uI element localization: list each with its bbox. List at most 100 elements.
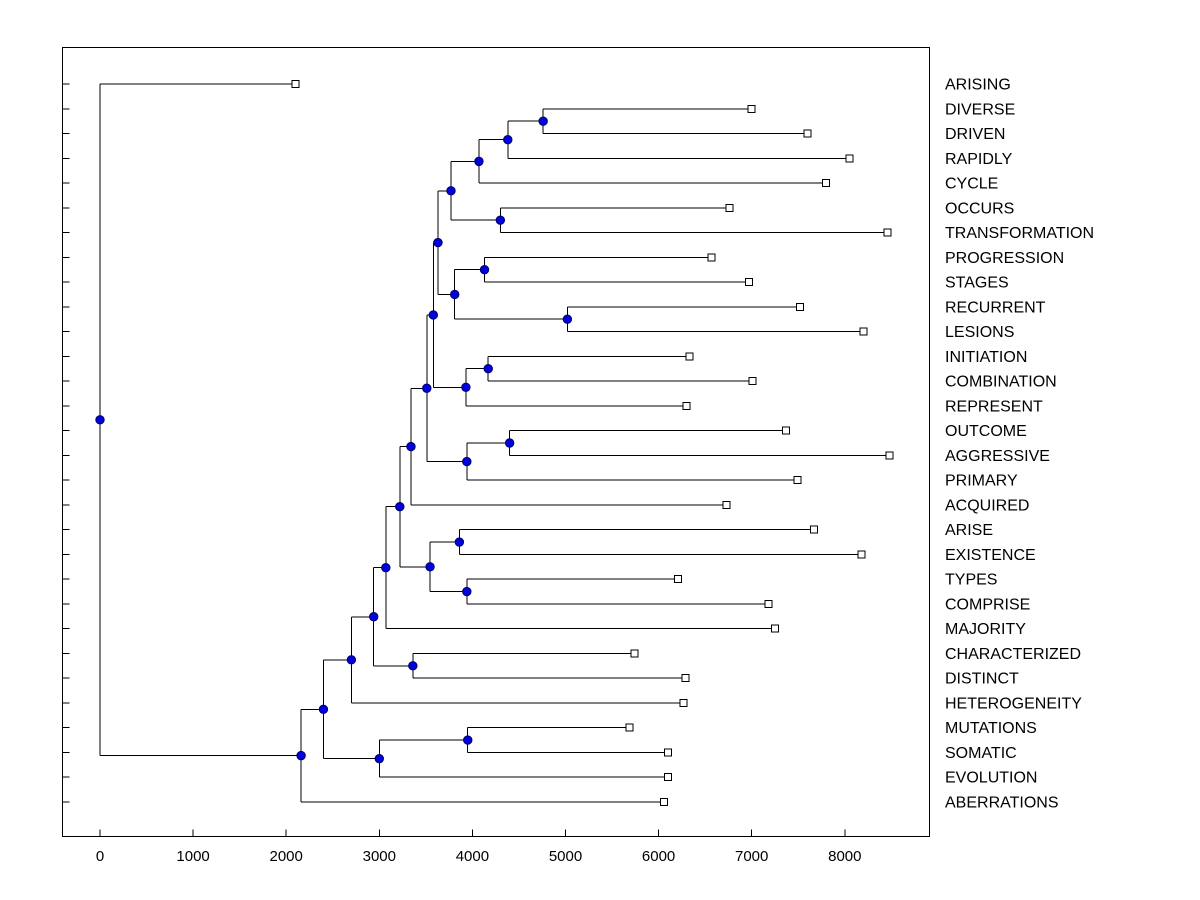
leaf-label: ARISE [945,522,993,539]
x-tick-label: 2000 [270,848,303,865]
x-tick-label: 1000 [176,848,209,865]
internal-node-dot [406,441,416,452]
leaf-tip-square [748,377,757,386]
internal-node-dot [425,562,435,572]
internal-node-dot [408,661,418,671]
leaf-label: PROGRESSION [945,250,1064,267]
leaf-label: STAGES [945,275,1009,292]
leaf-tip-square [663,748,672,757]
internal-node-dot [369,612,379,622]
internal-node-dot [381,562,391,573]
leaf-label: LESIONS [945,324,1014,341]
internal-node-dot [474,156,484,167]
leaf-label: ABERRATIONS [945,794,1059,811]
internal-node-dot [433,237,443,248]
leaf-tip-square [810,525,819,534]
leaf-tip-square [885,451,894,460]
internal-node-dot [296,750,306,761]
leaf-label: TRANSFORMATION [945,225,1094,242]
internal-node-dot [483,364,493,374]
leaf-tip-square [764,599,773,608]
x-tick-label: 6000 [642,848,675,865]
leaf-tip-square [782,426,791,435]
leaf-label: TYPES [945,572,997,589]
axis-box [62,47,930,837]
leaf-label: ARISING [945,77,1011,94]
leaf-label: DRIVEN [945,126,1005,143]
leaf-tip-square [883,228,892,237]
leaf-tip-square [663,773,672,782]
leaf-label: ACQUIRED [945,497,1029,514]
internal-node-dot [504,438,515,448]
x-tick-label: 8000 [828,848,861,865]
leaf-tip-square [859,327,868,336]
leaf-label: CHARACTERIZED [945,646,1081,663]
internal-node-dot [395,501,405,512]
leaf-tip-square [660,797,669,806]
internal-node-dot [461,382,471,392]
leaf-label: AGGRESSIVE [945,448,1050,465]
leaf-label: EXISTENCE [945,547,1036,564]
internal-node-dot [503,135,513,145]
leaf-tip-square [707,253,716,262]
internal-node-dot [495,215,506,225]
leaf-tip-square [822,179,831,188]
leaf-label: SOMATIC [945,745,1017,762]
internal-node-dot [462,456,472,467]
leaf-tip-square [291,80,300,88]
leaf-tip-square [725,203,734,212]
leaf-label: DISTINCT [945,671,1019,688]
leaf-tip-square [793,476,802,485]
leaf-label: DIVERSE [945,101,1015,118]
leaf-label: RAPIDLY [945,151,1013,168]
leaf-tip-square [682,401,691,410]
leaf-label: OCCURS [945,200,1014,217]
x-tick-label: 0 [96,848,104,865]
leaf-label: MAJORITY [945,621,1026,638]
internal-node-dot [454,537,465,547]
x-tick-label: 5000 [549,848,582,865]
leaf-tip-square [770,624,779,633]
internal-node-dot [538,116,548,126]
leaf-tip-square [681,674,690,683]
leaf-label: HETEROGENEITY [945,695,1082,712]
leaf-label: COMPRISE [945,596,1030,613]
internal-node-dot [318,704,329,714]
x-tick-label: 4000 [456,848,489,865]
x-tick-label: 7000 [735,848,768,865]
internal-node-dot [422,383,432,393]
x-tick-label: 3000 [363,848,396,865]
leaf-tip-square [630,649,639,658]
leaf-tip-square [747,104,756,113]
leaf-tip-square [722,500,731,509]
internal-node-dot [462,586,472,597]
leaf-tip-square [796,302,805,311]
leaf-label: RECURRENT [945,299,1046,316]
leaf-label: COMBINATION [945,374,1057,391]
internal-node-dot [463,735,473,745]
leaf-tip-square [744,278,753,287]
leaf-tip-square [857,550,866,559]
internal-node-dot [446,186,456,196]
internal-node-dot [374,753,384,764]
leaf-label: CYCLE [945,176,998,193]
leaf-label: EVOLUTION [945,770,1037,787]
leaf-label: MUTATIONS [945,720,1037,737]
leaf-tip-square [845,154,854,163]
internal-node-dot [479,264,490,275]
leaf-label: REPRESENT [945,398,1043,415]
internal-node-dot [95,415,105,425]
internal-node-dot [562,314,573,324]
leaf-tip-square [679,698,688,707]
leaf-tip-square [685,352,694,361]
internal-node-dot [450,289,460,300]
leaf-label: INITIATION [945,349,1027,366]
leaf-tip-square [674,575,683,584]
internal-node-dot [428,310,438,320]
leaf-tip-square [625,723,634,732]
leaf-label: OUTCOME [945,423,1027,440]
leaf-tip-square [803,129,812,138]
internal-node-dot [346,655,357,665]
